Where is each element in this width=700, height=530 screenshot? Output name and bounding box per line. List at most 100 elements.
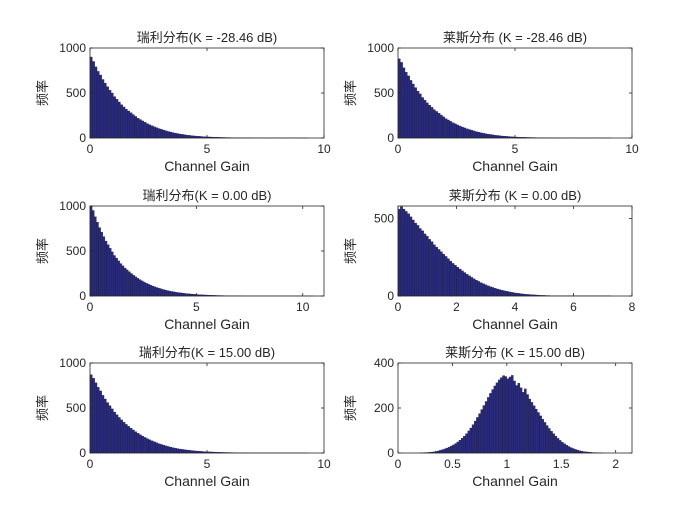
histogram-bar: [526, 395, 528, 454]
panel-title: 瑞利分布(K = 15.00 dB): [139, 345, 275, 360]
histogram-bar: [156, 288, 158, 296]
histogram-bar: [424, 100, 426, 138]
histogram-bar: [188, 450, 190, 453]
y-axis-label: 频率: [35, 395, 51, 421]
histogram-bar: [172, 133, 174, 138]
histogram-bar: [442, 450, 444, 453]
histogram-bar: [102, 80, 104, 139]
histogram-bar: [471, 277, 473, 296]
histogram-bar: [482, 284, 484, 296]
histogram-bar: [485, 401, 487, 453]
histogram-bar: [419, 94, 421, 138]
histogram-bar: [511, 375, 513, 453]
histogram-bar: [485, 285, 487, 296]
histogram-bar: [146, 439, 148, 453]
histogram-bar: [494, 135, 496, 138]
histogram-bar: [147, 284, 149, 296]
histogram-bar: [465, 434, 467, 453]
histogram-bar: [461, 271, 463, 296]
histogram-bar: [492, 287, 494, 296]
histogram-bar: [92, 211, 94, 297]
histogram-bar: [130, 274, 132, 297]
y-tick-label: 500: [66, 401, 86, 415]
y-tick-label: 0: [79, 289, 86, 303]
histogram-bar: [158, 129, 160, 138]
histogram-bar: [132, 115, 134, 138]
x-tick-label: 1.5: [553, 457, 570, 471]
histogram-bar: [181, 449, 183, 453]
histogram-bar: [574, 449, 576, 453]
histogram-bar: [128, 272, 130, 296]
histogram-bar: [492, 135, 494, 138]
histogram-bar: [478, 281, 480, 296]
histogram-bar: [496, 289, 498, 296]
histogram-bar: [158, 288, 160, 296]
histogram-bar: [170, 132, 172, 138]
histogram-bar: [144, 437, 146, 453]
histogram-bar: [482, 133, 484, 138]
histogram-bar: [103, 237, 105, 296]
x-tick-label: 5: [193, 300, 200, 314]
histogram-bar: [483, 406, 485, 453]
histogram-bar: [457, 125, 459, 138]
histogram-bar: [162, 290, 164, 296]
histogram-bar: [173, 292, 175, 296]
histogram-bar: [472, 425, 474, 453]
histogram-bar: [461, 127, 463, 138]
histogram-bar: [439, 450, 441, 453]
y-tick-label: 500: [66, 244, 86, 258]
histogram-bar: [449, 261, 451, 296]
histogram-bar: [478, 132, 480, 138]
histogram-bar: [149, 125, 151, 138]
y-axis-label: 频率: [35, 238, 51, 264]
histogram-bar: [124, 268, 126, 296]
histogram-bar: [163, 130, 165, 138]
histogram-bar: [473, 131, 475, 138]
histogram-bar: [489, 393, 491, 453]
histogram-bar: [120, 105, 122, 138]
histogram-bar: [459, 126, 461, 138]
histogram-bar: [480, 283, 482, 296]
histogram-bar: [96, 222, 98, 296]
x-tick-label: 10: [625, 142, 639, 156]
y-tick-label: 0: [79, 131, 86, 145]
histogram-bar: [405, 211, 407, 296]
histogram-bar: [154, 287, 156, 296]
histogram-bar: [156, 128, 158, 138]
histogram-bar: [120, 420, 122, 453]
histogram-bar: [400, 62, 402, 138]
histogram-bar: [428, 239, 430, 296]
histogram-bar: [485, 134, 487, 138]
histogram-bar: [421, 98, 423, 139]
histogram-bar: [553, 434, 555, 453]
histogram-bar: [134, 116, 136, 138]
histogram-bar: [175, 292, 177, 296]
x-tick-label: 8: [629, 300, 636, 314]
histogram-bar: [137, 118, 139, 138]
histogram-bar: [468, 431, 470, 453]
histogram-bar: [156, 443, 158, 453]
histogram-bar: [447, 120, 449, 138]
histogram-bar: [184, 135, 186, 138]
histogram-bar: [143, 282, 145, 296]
histogram-bar: [508, 292, 510, 296]
y-tick-label: 1000: [367, 41, 394, 55]
histogram-bar: [177, 293, 179, 296]
histogram-bar: [412, 84, 414, 138]
histogram-bar: [417, 225, 419, 296]
histogram-bar: [502, 376, 504, 453]
histogram-bar: [134, 432, 136, 453]
histogram-bar: [524, 389, 526, 453]
histogram-bar: [177, 134, 179, 138]
histogram-bar: [122, 266, 124, 296]
histogram-bar: [92, 378, 94, 453]
histogram-bar: [94, 217, 96, 296]
y-axis-label: 频率: [343, 395, 359, 421]
histogram-bar: [137, 433, 139, 453]
x-tick-label: 0: [395, 142, 402, 156]
